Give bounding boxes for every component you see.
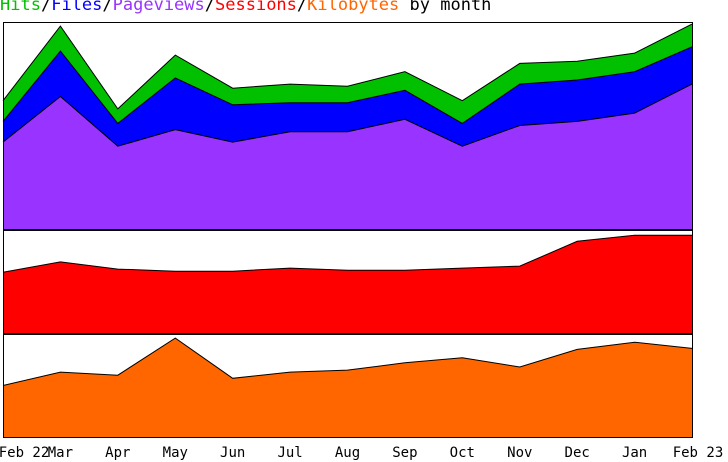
title-hits: Hits	[0, 0, 41, 15]
x-tick-label: Sep	[392, 445, 417, 461]
x-tick-label: Jun	[220, 445, 245, 461]
title-separator: /	[102, 0, 113, 15]
panel-frame	[3, 22, 693, 230]
title-sessions: Sessions	[215, 0, 297, 15]
x-tick-label: Oct	[450, 445, 475, 461]
panel-frame	[3, 230, 693, 334]
x-tick-label: Mar	[48, 445, 73, 461]
title-files: Files	[51, 0, 103, 15]
x-tick-label: Aug	[335, 445, 360, 461]
title-kilobytes: Kilobytes	[307, 0, 400, 15]
x-tick-label: Apr	[105, 445, 130, 461]
x-tick-label: Nov	[507, 445, 532, 461]
x-tick-label: Dec	[565, 445, 590, 461]
series-line-sessions	[2, 234, 692, 273]
series-line-pageviews	[2, 83, 693, 147]
series-line-hits	[2, 23, 693, 110]
panel-2	[2, 230, 693, 334]
series-area-sessions	[3, 235, 692, 333]
series-line-files	[2, 46, 693, 125]
x-tick-label: Feb 23	[673, 445, 724, 461]
series-area-pageviews	[3, 84, 692, 229]
title-suffix: by month	[399, 0, 492, 15]
panel-3	[2, 334, 693, 438]
series-line-kilobytes	[2, 337, 693, 386]
panel-1	[2, 22, 693, 230]
title-pageviews: Pageviews	[112, 0, 205, 15]
title-separator: /	[40, 0, 52, 15]
series-area-kilobytes	[3, 338, 692, 437]
title-separator: /	[204, 0, 216, 15]
title-separator: /	[296, 0, 308, 15]
x-tick-label: May	[163, 445, 188, 461]
panel-frame	[3, 334, 693, 438]
chart-title: Hits/Files/Pageviews/Sessions/Kilobytes …	[0, 0, 728, 16]
x-tick-label: Feb 22	[0, 445, 49, 461]
x-tick-label: Jul	[277, 445, 302, 461]
x-tick-label: Jan	[622, 445, 647, 461]
